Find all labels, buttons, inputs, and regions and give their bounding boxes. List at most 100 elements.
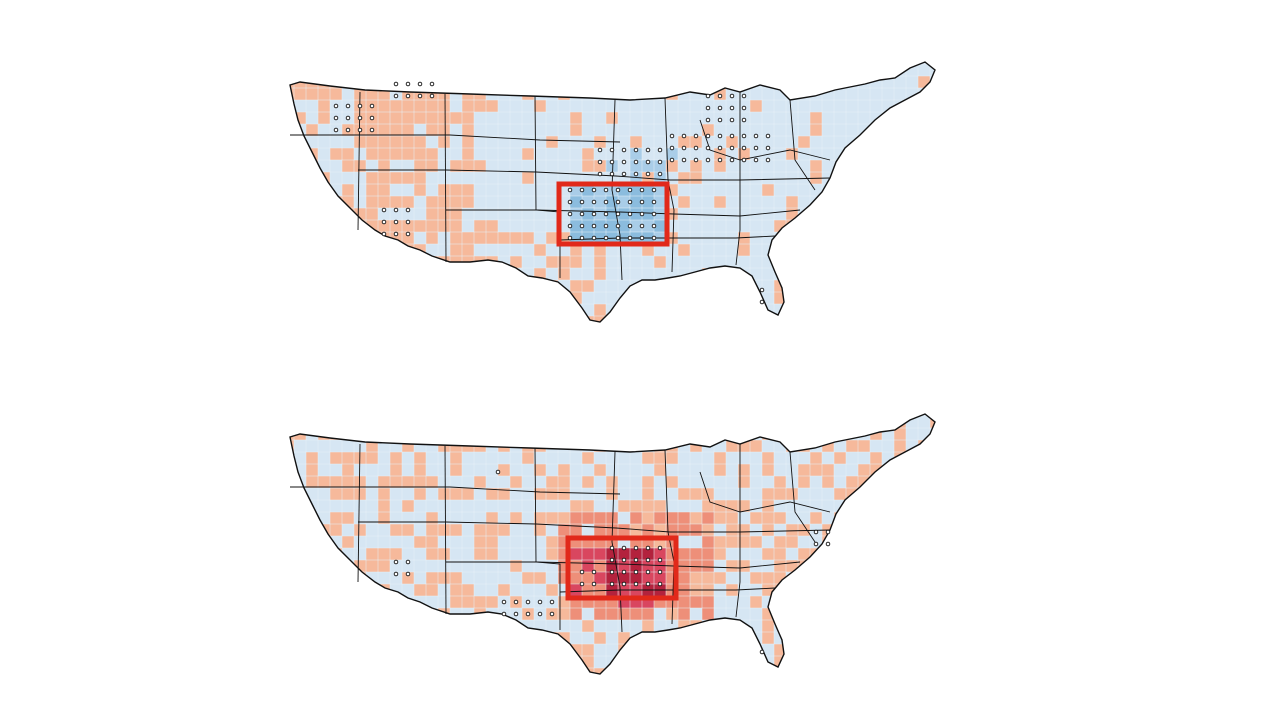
top-anomaly-cell — [270, 220, 282, 232]
bottom-anomaly-cell — [954, 524, 966, 536]
top-anomaly-cell — [378, 280, 390, 292]
bottom-anomaly-cell — [546, 428, 558, 440]
bottom-anomaly-cell — [510, 392, 522, 404]
top-anomaly-cell — [390, 124, 402, 136]
top-anomaly-cell — [270, 292, 282, 304]
top-anomaly-cell — [558, 268, 570, 280]
bottom-significance-dot — [591, 581, 597, 587]
top-significance-dot — [405, 207, 411, 213]
bottom-anomaly-cell — [462, 596, 474, 608]
top-significance-dot — [681, 133, 687, 139]
top-anomaly-cell — [594, 160, 606, 172]
bottom-anomaly-cell — [846, 440, 858, 452]
top-anomaly-cell — [282, 40, 294, 52]
bottom-anomaly-cell — [978, 524, 990, 536]
top-anomaly-cell — [294, 196, 306, 208]
bottom-anomaly-cell — [426, 512, 438, 524]
bottom-significance-dot — [579, 581, 585, 587]
bottom-anomaly-cell — [618, 572, 630, 584]
top-anomaly-cell — [882, 232, 894, 244]
bottom-anomaly-cell — [654, 548, 666, 560]
bottom-anomaly-cell — [318, 560, 330, 572]
top-anomaly-cell — [318, 62, 330, 64]
top-anomaly-cell — [294, 172, 306, 184]
top-anomaly-cell — [570, 244, 582, 256]
bottom-anomaly-cell — [846, 536, 858, 548]
bottom-anomaly-cell — [534, 440, 546, 452]
top-anomaly-cell — [390, 112, 402, 124]
top-anomaly-cell — [294, 268, 306, 280]
bottom-anomaly-cell — [954, 656, 966, 668]
bottom-anomaly-cell — [378, 476, 390, 488]
bottom-anomaly-cell — [714, 548, 726, 560]
top-anomaly-cell — [378, 100, 390, 112]
top-significance-dot — [381, 207, 387, 213]
top-significance-dot — [579, 211, 585, 217]
top-anomaly-cell — [390, 244, 402, 256]
bottom-anomaly-cell — [858, 632, 870, 644]
top-anomaly-cell — [894, 244, 906, 256]
top-anomaly-cell — [390, 220, 402, 232]
top-anomaly-cell — [306, 76, 318, 88]
top-anomaly-cell — [414, 62, 426, 64]
top-anomaly-cell — [978, 208, 990, 220]
bottom-anomaly-cell — [798, 668, 810, 674]
bottom-anomaly-cell — [294, 548, 306, 560]
top-anomaly-cell — [438, 292, 450, 304]
bottom-anomaly-cell — [462, 488, 474, 500]
bottom-anomaly-cell — [786, 620, 798, 632]
top-significance-dot — [609, 147, 615, 153]
bottom-anomaly-cell — [822, 416, 834, 428]
top-anomaly-cell — [918, 76, 930, 88]
top-significance-dot — [567, 235, 573, 241]
bottom-significance-dot — [393, 559, 399, 565]
top-anomaly-cell — [930, 256, 935, 268]
bottom-anomaly-cell — [510, 476, 522, 488]
top-significance-dot — [609, 171, 615, 177]
bottom-anomaly-cell — [954, 416, 966, 428]
top-anomaly-cell — [390, 316, 402, 322]
bottom-anomaly-cell — [750, 596, 762, 608]
bottom-anomaly-cell — [294, 500, 306, 512]
bottom-anomaly-cell — [870, 668, 882, 674]
top-significance-dot — [603, 211, 609, 217]
top-anomaly-cell — [366, 184, 378, 196]
bottom-anomaly-cell — [342, 512, 354, 524]
top-significance-dot — [645, 147, 651, 153]
top-anomaly-cell — [810, 208, 822, 220]
bottom-anomaly-cell — [654, 524, 666, 536]
bottom-anomaly-cell — [414, 416, 426, 428]
top-anomaly-cell — [594, 184, 606, 196]
top-significance-dot — [681, 145, 687, 151]
bottom-anomaly-cell — [378, 560, 390, 572]
top-significance-dot — [615, 199, 621, 205]
bottom-anomaly-cell — [786, 632, 798, 644]
top-significance-dot — [753, 145, 759, 151]
top-significance-dot — [651, 211, 657, 217]
bottom-anomaly-cell — [330, 596, 342, 608]
top-significance-dot — [705, 145, 711, 151]
bottom-anomaly-cell — [762, 620, 774, 632]
top-anomaly-cell — [402, 232, 414, 244]
bottom-anomaly-cell — [450, 524, 462, 536]
top-anomaly-cell — [306, 232, 318, 244]
top-anomaly-cell — [270, 328, 282, 340]
top-anomaly-cell — [654, 220, 666, 232]
top-anomaly-cell — [702, 40, 714, 52]
bottom-significance-dot — [579, 569, 585, 575]
top-anomaly-cell — [450, 280, 462, 292]
top-anomaly-cell — [822, 292, 834, 304]
bottom-anomaly-cell — [606, 416, 618, 428]
bottom-anomaly-cell — [798, 464, 810, 476]
top-anomaly-cell — [270, 196, 282, 208]
bottom-anomaly-cell — [290, 452, 294, 464]
top-anomaly-cell — [450, 220, 462, 232]
bottom-anomaly-cell — [534, 464, 546, 476]
bottom-anomaly-cell — [402, 416, 414, 428]
bottom-anomaly-cell — [486, 524, 498, 536]
top-anomaly-cell — [858, 316, 870, 322]
top-anomaly-cell — [414, 316, 426, 322]
bottom-anomaly-cell — [690, 548, 702, 560]
bottom-anomaly-cell — [966, 440, 978, 452]
top-anomaly-cell — [306, 280, 318, 292]
